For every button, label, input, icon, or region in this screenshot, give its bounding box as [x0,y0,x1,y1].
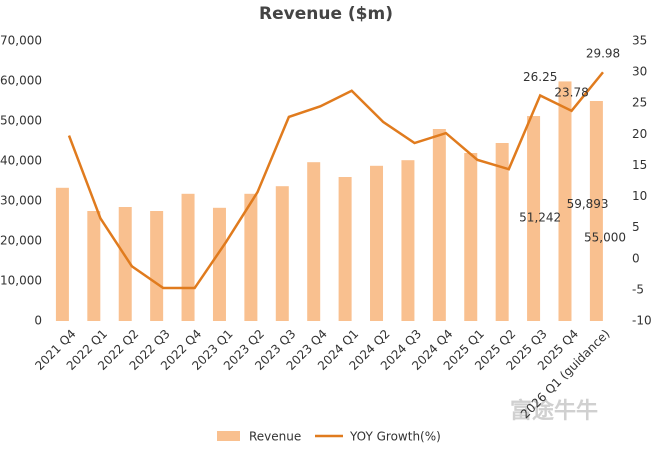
y2-tick-label: 5 [632,220,640,234]
y-tick-label: 20,000 [0,234,42,248]
value-label: 51,242 [519,211,561,225]
bar [275,186,289,321]
watermark: 富途牛牛 [510,398,598,424]
bar [55,187,69,321]
value-label: 29.98 [586,47,620,61]
bar [338,177,352,321]
y2-tick-label: -10 [632,314,652,328]
y-tick-label: 0 [34,314,42,328]
y2-tick-label: 15 [632,158,647,172]
bar [432,129,446,321]
bar [244,193,258,321]
value-label: 55,000 [584,231,626,245]
value-label: 59,893 [567,197,609,211]
y-tick-label: 70,000 [0,34,42,48]
chart-title: Revenue ($m) [259,4,393,24]
y-tick-label: 10,000 [0,274,42,288]
legend-label: YOY Growth(%) [349,430,441,444]
y2-tick-label: 0 [632,251,640,265]
bar [464,153,478,321]
value-label: 23.78 [554,85,588,99]
bar [307,162,321,321]
bar [181,193,195,321]
y2-tick-label: -5 [632,282,644,296]
bar [527,116,541,321]
y2-tick-label: 30 [632,65,647,79]
y-tick-label: 50,000 [0,114,42,128]
legend-label: Revenue [249,430,301,444]
legend-swatch [217,431,240,441]
bar [401,160,415,321]
bar [495,143,509,321]
bar [118,207,132,321]
value-label: 26.25 [523,70,557,84]
y2-tick-label: 10 [632,189,647,203]
bar [212,207,226,321]
y2-tick-label: 20 [632,127,647,141]
line [67,71,604,290]
y-tick-label: 40,000 [0,154,42,168]
bar [558,81,572,321]
y-tick-label: 60,000 [0,74,42,88]
y2-tick-label: 35 [632,34,647,48]
bar [87,211,101,321]
y-tick-label: 30,000 [0,194,42,208]
y2-tick-label: 25 [632,96,647,110]
bar [370,165,384,321]
bar [150,211,164,321]
bar [589,101,603,321]
